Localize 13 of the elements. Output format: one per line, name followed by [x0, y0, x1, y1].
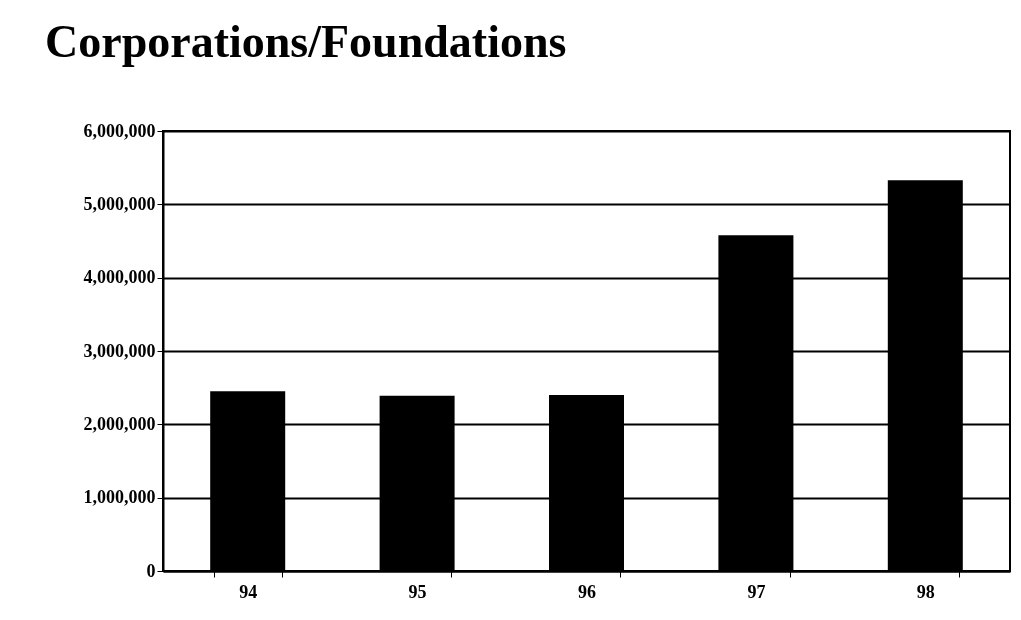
y-tick-label: 5,000,000	[83, 193, 156, 214]
x-tick-label: 97	[747, 581, 766, 602]
x-tick-label: 96	[578, 581, 596, 602]
y-tick-label: 4,000,000	[83, 267, 156, 288]
x-tick-label: 98	[916, 581, 935, 602]
y-tick-label: 0	[146, 560, 156, 581]
chart-title: Corporations/Foundations	[45, 16, 567, 67]
y-tick-label: 1,000,000	[83, 487, 156, 508]
y-tick-label: 2,000,000	[83, 413, 156, 434]
x-tick-label: 94	[239, 581, 258, 602]
y-tick-label: 6,000,000	[83, 120, 156, 141]
x-tick-label: 95	[408, 581, 427, 602]
y-tick-label: 3,000,000	[83, 340, 156, 361]
